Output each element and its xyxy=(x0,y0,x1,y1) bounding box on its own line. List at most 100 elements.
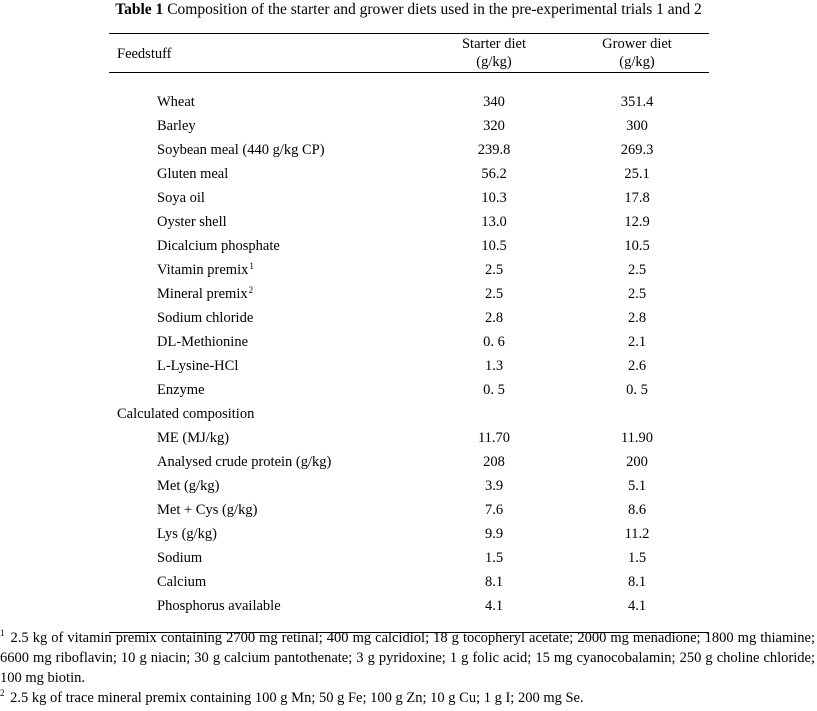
column-header-starter-line2: (g/kg) xyxy=(476,54,512,70)
footnote-text: 2.5 kg of vitamin premix containing 2700… xyxy=(0,630,815,686)
row-label-text: L-Lysine-HCl xyxy=(157,358,239,374)
row-label: Lys (g/kg) xyxy=(157,522,217,546)
grower-value: 8.6 xyxy=(627,502,647,518)
grower-value: 351.4 xyxy=(620,94,654,110)
starter-value: 2.8 xyxy=(484,310,504,326)
starter-value: 3.9 xyxy=(484,478,504,494)
table-row: L-Lysine-HCl 1.3 2.6 xyxy=(0,354,817,378)
grower-value: 17.8 xyxy=(624,190,650,206)
row-label: Oyster shell xyxy=(157,210,227,234)
column-header-grower-line1: Grower diet xyxy=(602,36,672,52)
row-label-text: Soybean meal (440 g/kg CP) xyxy=(157,142,325,158)
grower-value: 269.3 xyxy=(620,142,654,158)
starter-value: 9.9 xyxy=(484,526,504,542)
table-footnotes: 1 2.5 kg of vitamin premix containing 27… xyxy=(0,628,815,708)
row-label-text: Soya oil xyxy=(157,190,205,206)
row-label: Met (g/kg) xyxy=(157,474,219,498)
row-label-text: Calculated composition xyxy=(117,406,255,422)
row-label: DL-Methionine xyxy=(157,330,248,354)
column-header-starter-line1: Starter diet xyxy=(461,36,527,52)
starter-value: 2.5 xyxy=(484,286,504,302)
column-header-grower-line2: (g/kg) xyxy=(619,54,655,70)
row-label-text: DL-Methionine xyxy=(157,334,249,350)
row-label: Calculated composition xyxy=(117,402,254,426)
table-row: Sodium 1.5 1.5 xyxy=(0,546,817,570)
footnote: 2 2.5 kg of trace mineral premix contain… xyxy=(0,688,815,708)
starter-value: 239.8 xyxy=(477,142,511,158)
table-caption: Table 1 Composition of the starter and g… xyxy=(0,0,817,20)
table-top-rule xyxy=(109,33,709,34)
grower-value: 4.1 xyxy=(627,598,647,614)
row-label: ME (MJ/kg) xyxy=(157,426,229,450)
grower-value: 0. 5 xyxy=(626,382,648,398)
row-label: Vitamin premix1 xyxy=(157,258,254,282)
table-row: Calcium 8.1 8.1 xyxy=(0,570,817,594)
row-label: Mineral premix2 xyxy=(157,282,253,306)
starter-value: 208 xyxy=(483,454,505,470)
starter-value: 2.5 xyxy=(484,262,504,278)
column-header-grower: Grower diet (g/kg) xyxy=(567,35,707,71)
table-row: Wheat 340 351.4 xyxy=(0,90,817,114)
row-label-text: Enzyme xyxy=(157,382,205,398)
row-label-text: Met (g/kg) xyxy=(157,478,220,494)
table-row: Sodium chloride 2.8 2.8 xyxy=(0,306,817,330)
starter-value: 8.1 xyxy=(484,574,504,590)
grower-value: 11.2 xyxy=(624,526,650,542)
row-label: L-Lysine-HCl xyxy=(157,354,238,378)
grower-value: 300 xyxy=(626,118,648,134)
footnote-marker: 1 xyxy=(249,261,254,271)
grower-value: 200 xyxy=(626,454,648,470)
row-label: Enzyme xyxy=(157,378,205,402)
table-row: Met + Cys (g/kg) 7.6 8.6 xyxy=(0,498,817,522)
row-label: Soya oil xyxy=(157,186,205,210)
row-label-text: Analysed crude protein (g/kg) xyxy=(157,454,332,470)
table-row: ME (MJ/kg) 11.70 11.90 xyxy=(0,426,817,450)
row-label: Wheat xyxy=(157,90,195,114)
starter-value: 56.2 xyxy=(481,166,507,182)
row-label-text: Lys (g/kg) xyxy=(157,526,218,542)
row-label: Dicalcium phosphate xyxy=(157,234,280,258)
table-row: Analysed crude protein (g/kg) 208 200 xyxy=(0,450,817,474)
table-bottom-rule xyxy=(109,632,709,633)
grower-value: 5.1 xyxy=(627,478,647,494)
row-label-text: Met + Cys (g/kg) xyxy=(157,502,258,518)
grower-value: 11.90 xyxy=(620,430,654,446)
row-label-text: Gluten meal xyxy=(157,166,229,182)
footnote: 1 2.5 kg of vitamin premix containing 27… xyxy=(0,628,815,688)
starter-value: 13.0 xyxy=(481,214,507,230)
row-label-text: Phosphorus available xyxy=(157,598,281,614)
row-label-text: Calcium xyxy=(157,574,207,590)
grower-value: 25.1 xyxy=(624,166,650,182)
table-header-rule xyxy=(109,72,709,73)
footnote-mark: 2 xyxy=(0,688,5,698)
row-label-text: Vitamin premix xyxy=(157,262,249,278)
table-row: DL-Methionine 0. 6 2.1 xyxy=(0,330,817,354)
table-row: Soya oil 10.3 17.8 xyxy=(0,186,817,210)
starter-value: 1.3 xyxy=(484,358,504,374)
row-label-text: Sodium xyxy=(157,550,203,566)
grower-value: 8.1 xyxy=(627,574,647,590)
table-row: Enzyme 0. 5 0. 5 xyxy=(0,378,817,402)
footnote-mark: 1 xyxy=(0,628,5,638)
footnote-marker: 2 xyxy=(248,285,254,295)
table-body: Wheat 340 351.4 Barley 320 300 Soybean meal (4… xyxy=(0,90,817,618)
row-label-text: Mineral premix xyxy=(157,286,248,302)
table-row: Phosphorus available 4.1 4.1 xyxy=(0,594,817,618)
starter-value: 4.1 xyxy=(484,598,504,614)
column-header-starter: Starter diet (g/kg) xyxy=(424,35,564,71)
starter-value: 0. 6 xyxy=(483,334,505,350)
starter-value: 340 xyxy=(483,94,505,110)
row-label-text: Wheat xyxy=(157,94,195,110)
grower-value: 2.5 xyxy=(627,262,647,278)
row-label-text: Oyster shell xyxy=(157,214,227,230)
row-label: Calcium xyxy=(157,570,206,594)
row-label-text: Sodium chloride xyxy=(157,310,254,326)
table-caption-text: Composition of the starter and grower di… xyxy=(163,1,702,18)
row-label-text: Barley xyxy=(157,118,196,134)
table-row: Dicalcium phosphate 10.5 10.5 xyxy=(0,234,817,258)
starter-value: 11.70 xyxy=(477,430,511,446)
starter-value: 7.6 xyxy=(484,502,504,518)
table-row: Vitamin premix1 2.5 2.5 xyxy=(0,258,817,282)
starter-value: 0. 5 xyxy=(483,382,505,398)
row-label: Analysed crude protein (g/kg) xyxy=(157,450,331,474)
